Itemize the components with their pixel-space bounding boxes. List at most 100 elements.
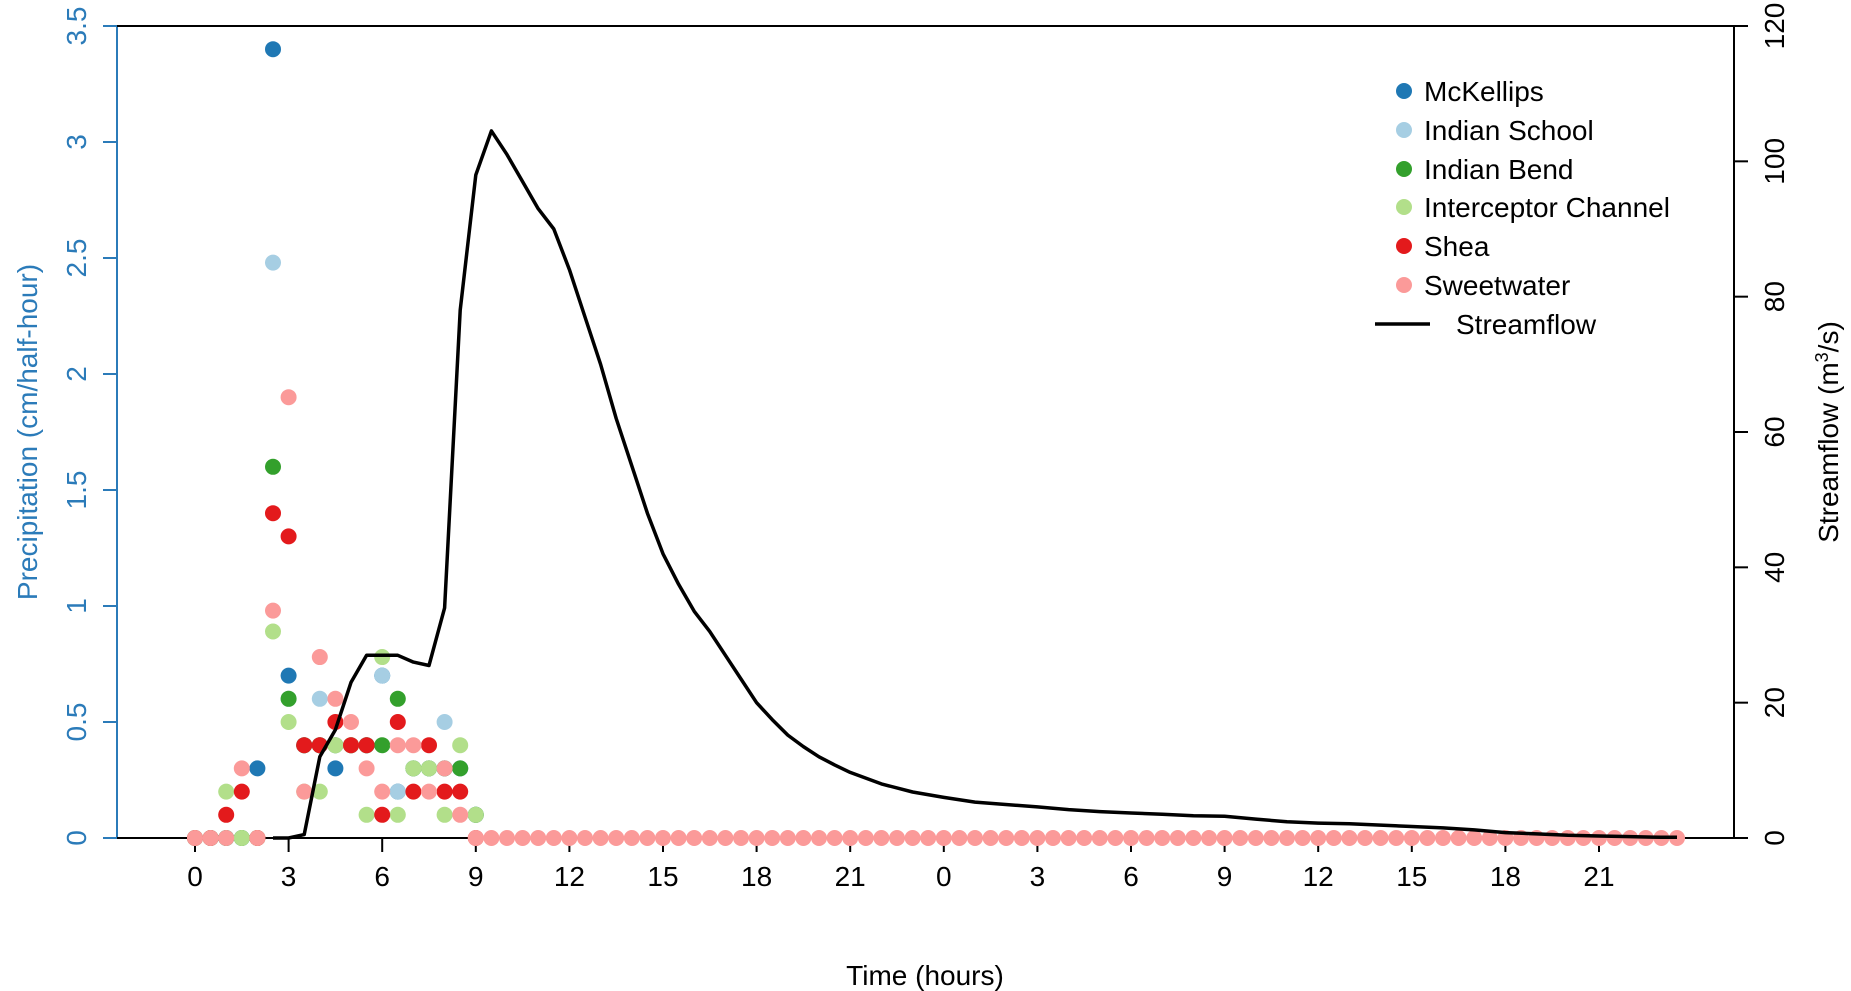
x-tick-label: 3 [1030,861,1046,892]
x-tick-label: 3 [281,861,297,892]
x-tick-label: 0 [936,861,952,892]
point-shea [389,714,406,730]
point-sweetwater [374,783,391,800]
point-zero-precipitation [857,830,874,846]
point-zero-precipitation [1388,830,1405,846]
point-sweetwater [467,830,484,846]
legend: McKellips Indian School Indian Bend Inte… [1375,76,1670,340]
y-left-tick-label: 1.5 [61,471,92,510]
point-mckellips [249,760,266,777]
point-zero-precipitation [514,830,531,846]
point-zero-precipitation [545,830,562,846]
x-tick-label: 15 [1396,861,1427,892]
y-right-tick-label: 0 [1759,830,1790,846]
point-zero-precipitation [701,830,718,846]
point-shea [280,528,297,545]
point-zero-precipitation [592,830,609,846]
y-left-tick-label: 0.5 [61,703,92,742]
legend-marker-mckellips [1396,83,1412,99]
point-shea [405,783,422,800]
point-shea [296,737,313,754]
point-indian-bend [280,690,297,707]
point-zero-precipitation [1575,830,1592,846]
point-zero-precipitation [748,830,765,846]
point-zero-precipitation [733,830,749,846]
x-tick-label: 18 [741,861,772,892]
point-zero-precipitation [1060,830,1077,846]
point-zero-precipitation [1435,830,1451,846]
legend-marker-sweetwater [1396,277,1412,293]
point-zero-precipitation [1325,830,1342,846]
point-zero-precipitation [1279,830,1295,846]
point-sweetwater [265,602,281,619]
streamflow-line [273,129,1677,840]
point-zero-precipitation [764,830,781,846]
point-zero-precipitation [982,830,999,846]
x-tick-label: 21 [1583,861,1614,892]
point-interceptor-channel [405,760,422,777]
point-indian-school [374,667,391,684]
point-zero-precipitation [639,830,656,846]
point-zero-precipitation [655,830,671,846]
x-tick-label: 6 [1123,861,1139,892]
x-tick-label: 0 [187,861,203,892]
point-interceptor-channel [265,623,281,640]
point-zero-precipitation [1310,830,1327,846]
point-shea [233,783,250,800]
point-interceptor-channel [436,806,453,823]
point-zero-precipitation [1185,830,1202,846]
point-sweetwater [218,830,235,846]
point-zero-precipitation [967,830,983,846]
point-sweetwater [249,830,266,846]
point-zero-precipitation [1076,830,1093,846]
legend-label-interceptor-channel: Interceptor Channel [1424,192,1670,223]
point-interceptor-channel [467,806,484,823]
point-indian-bend [389,690,406,707]
point-sweetwater [343,714,359,730]
point-shea [218,806,235,823]
point-zero-precipitation [826,830,843,846]
point-zero-precipitation [577,830,593,846]
point-sweetwater [421,783,437,800]
point-interceptor-channel [421,760,437,777]
point-sweetwater [327,690,344,707]
point-sweetwater [452,806,469,823]
point-zero-precipitation [1169,830,1186,846]
x-tick-label: 15 [647,861,678,892]
point-zero-precipitation [935,830,952,846]
point-zero-precipitation [1091,830,1108,846]
point-zero-precipitation [1294,830,1311,846]
point-zero-precipitation [1372,830,1389,846]
point-shea [436,783,453,800]
point-zero-precipitation [998,830,1015,846]
y-right-tick-label: 80 [1759,281,1790,312]
point-zero-precipitation [889,830,905,846]
x-tick-label: 21 [835,861,866,892]
point-interceptor-channel [233,830,250,846]
point-zero-precipitation [1045,830,1061,846]
y-axis-right-ticks: 0 20 40 60 80 100 120 [1734,3,1790,846]
y-left-tick-label: 1 [61,598,92,614]
x-tick-label: 6 [374,861,390,892]
legend-label-shea: Shea [1424,231,1490,262]
y-right-tick-label: 100 [1759,138,1790,185]
x-tick-label: 9 [1217,861,1233,892]
point-interceptor-channel [452,737,469,754]
point-zero-precipitation [670,830,687,846]
y-axis-left-title: Precipitation (cm/half-hour) [12,264,43,600]
point-zero-precipitation [920,830,937,846]
y-left-tick-label: 0 [61,830,92,846]
point-shea [374,806,391,823]
point-zero-precipitation [1123,830,1139,846]
y-axis-right-title-superscript: 3 [1812,352,1832,362]
point-zero-precipitation [842,830,859,846]
x-axis-ticks: 0 3 6 9 12 15 18 21 0 3 6 9 12 15 18 21 [187,838,1615,892]
legend-marker-interceptor-channel [1396,199,1412,215]
point-zero-precipitation [951,830,968,846]
point-indian-school [436,714,453,730]
y-right-tick-label: 40 [1759,552,1790,583]
point-zero-precipitation [483,830,500,846]
point-sweetwater [389,737,406,754]
legend-label-mckellips: McKellips [1424,76,1544,107]
